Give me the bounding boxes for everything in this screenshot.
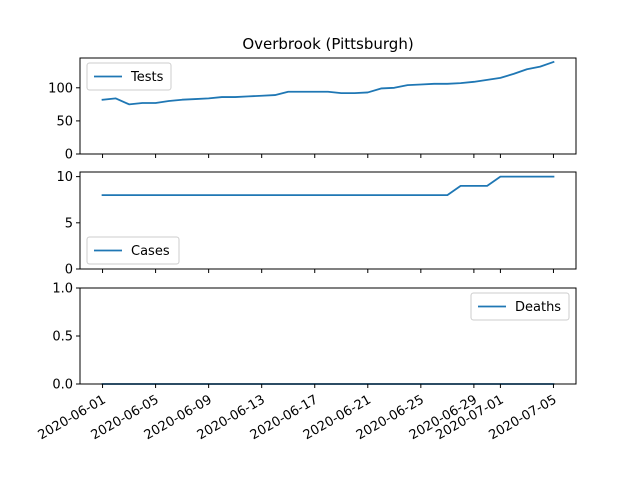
deaths-y-tick-label: 0.5 bbox=[52, 330, 73, 345]
tests-legend-box bbox=[86, 62, 172, 91]
cases-panel: 0 5 10 Cases bbox=[56, 170, 577, 278]
tests-legend-label: Tests bbox=[130, 70, 164, 85]
cases-series-line bbox=[101, 175, 555, 197]
deaths-legend-label: Deaths bbox=[515, 300, 561, 315]
plot-area: 050100Tests0510Cases0.00.51.0Deaths2020-… bbox=[36, 57, 577, 443]
deaths-y-tick-label: 1.0 bbox=[52, 282, 73, 297]
deaths-legend-box bbox=[470, 292, 570, 321]
cases-legend-label: Cases bbox=[131, 244, 170, 259]
chart-title: Overbrook (Pittsburgh) bbox=[242, 35, 413, 53]
tests-legend: Tests bbox=[86, 62, 172, 91]
deaths-legend: Deaths bbox=[470, 292, 570, 321]
tests-panel: 0 50 100 Tests bbox=[48, 57, 577, 163]
deaths-panel: 0.0 0.5 1.0 Deaths bbox=[52, 282, 577, 393]
cases-y-tick-label: 10 bbox=[56, 170, 73, 185]
cases-axes-frame bbox=[79, 171, 577, 270]
cases-y-tick-label: 5 bbox=[65, 216, 73, 231]
tests-series-line bbox=[101, 60, 555, 106]
cases-y-tick-label: 0 bbox=[65, 263, 73, 278]
tests-y-tick-label: 0 bbox=[65, 148, 73, 163]
tests-y-tick-label: 50 bbox=[56, 114, 73, 129]
tests-y-tick-label: 100 bbox=[48, 81, 73, 96]
deaths-y-tick-label: 0.0 bbox=[52, 378, 73, 393]
cases-legend-box bbox=[86, 236, 180, 265]
tests-axes-frame bbox=[79, 57, 577, 155]
cases-legend: Cases bbox=[86, 236, 180, 265]
